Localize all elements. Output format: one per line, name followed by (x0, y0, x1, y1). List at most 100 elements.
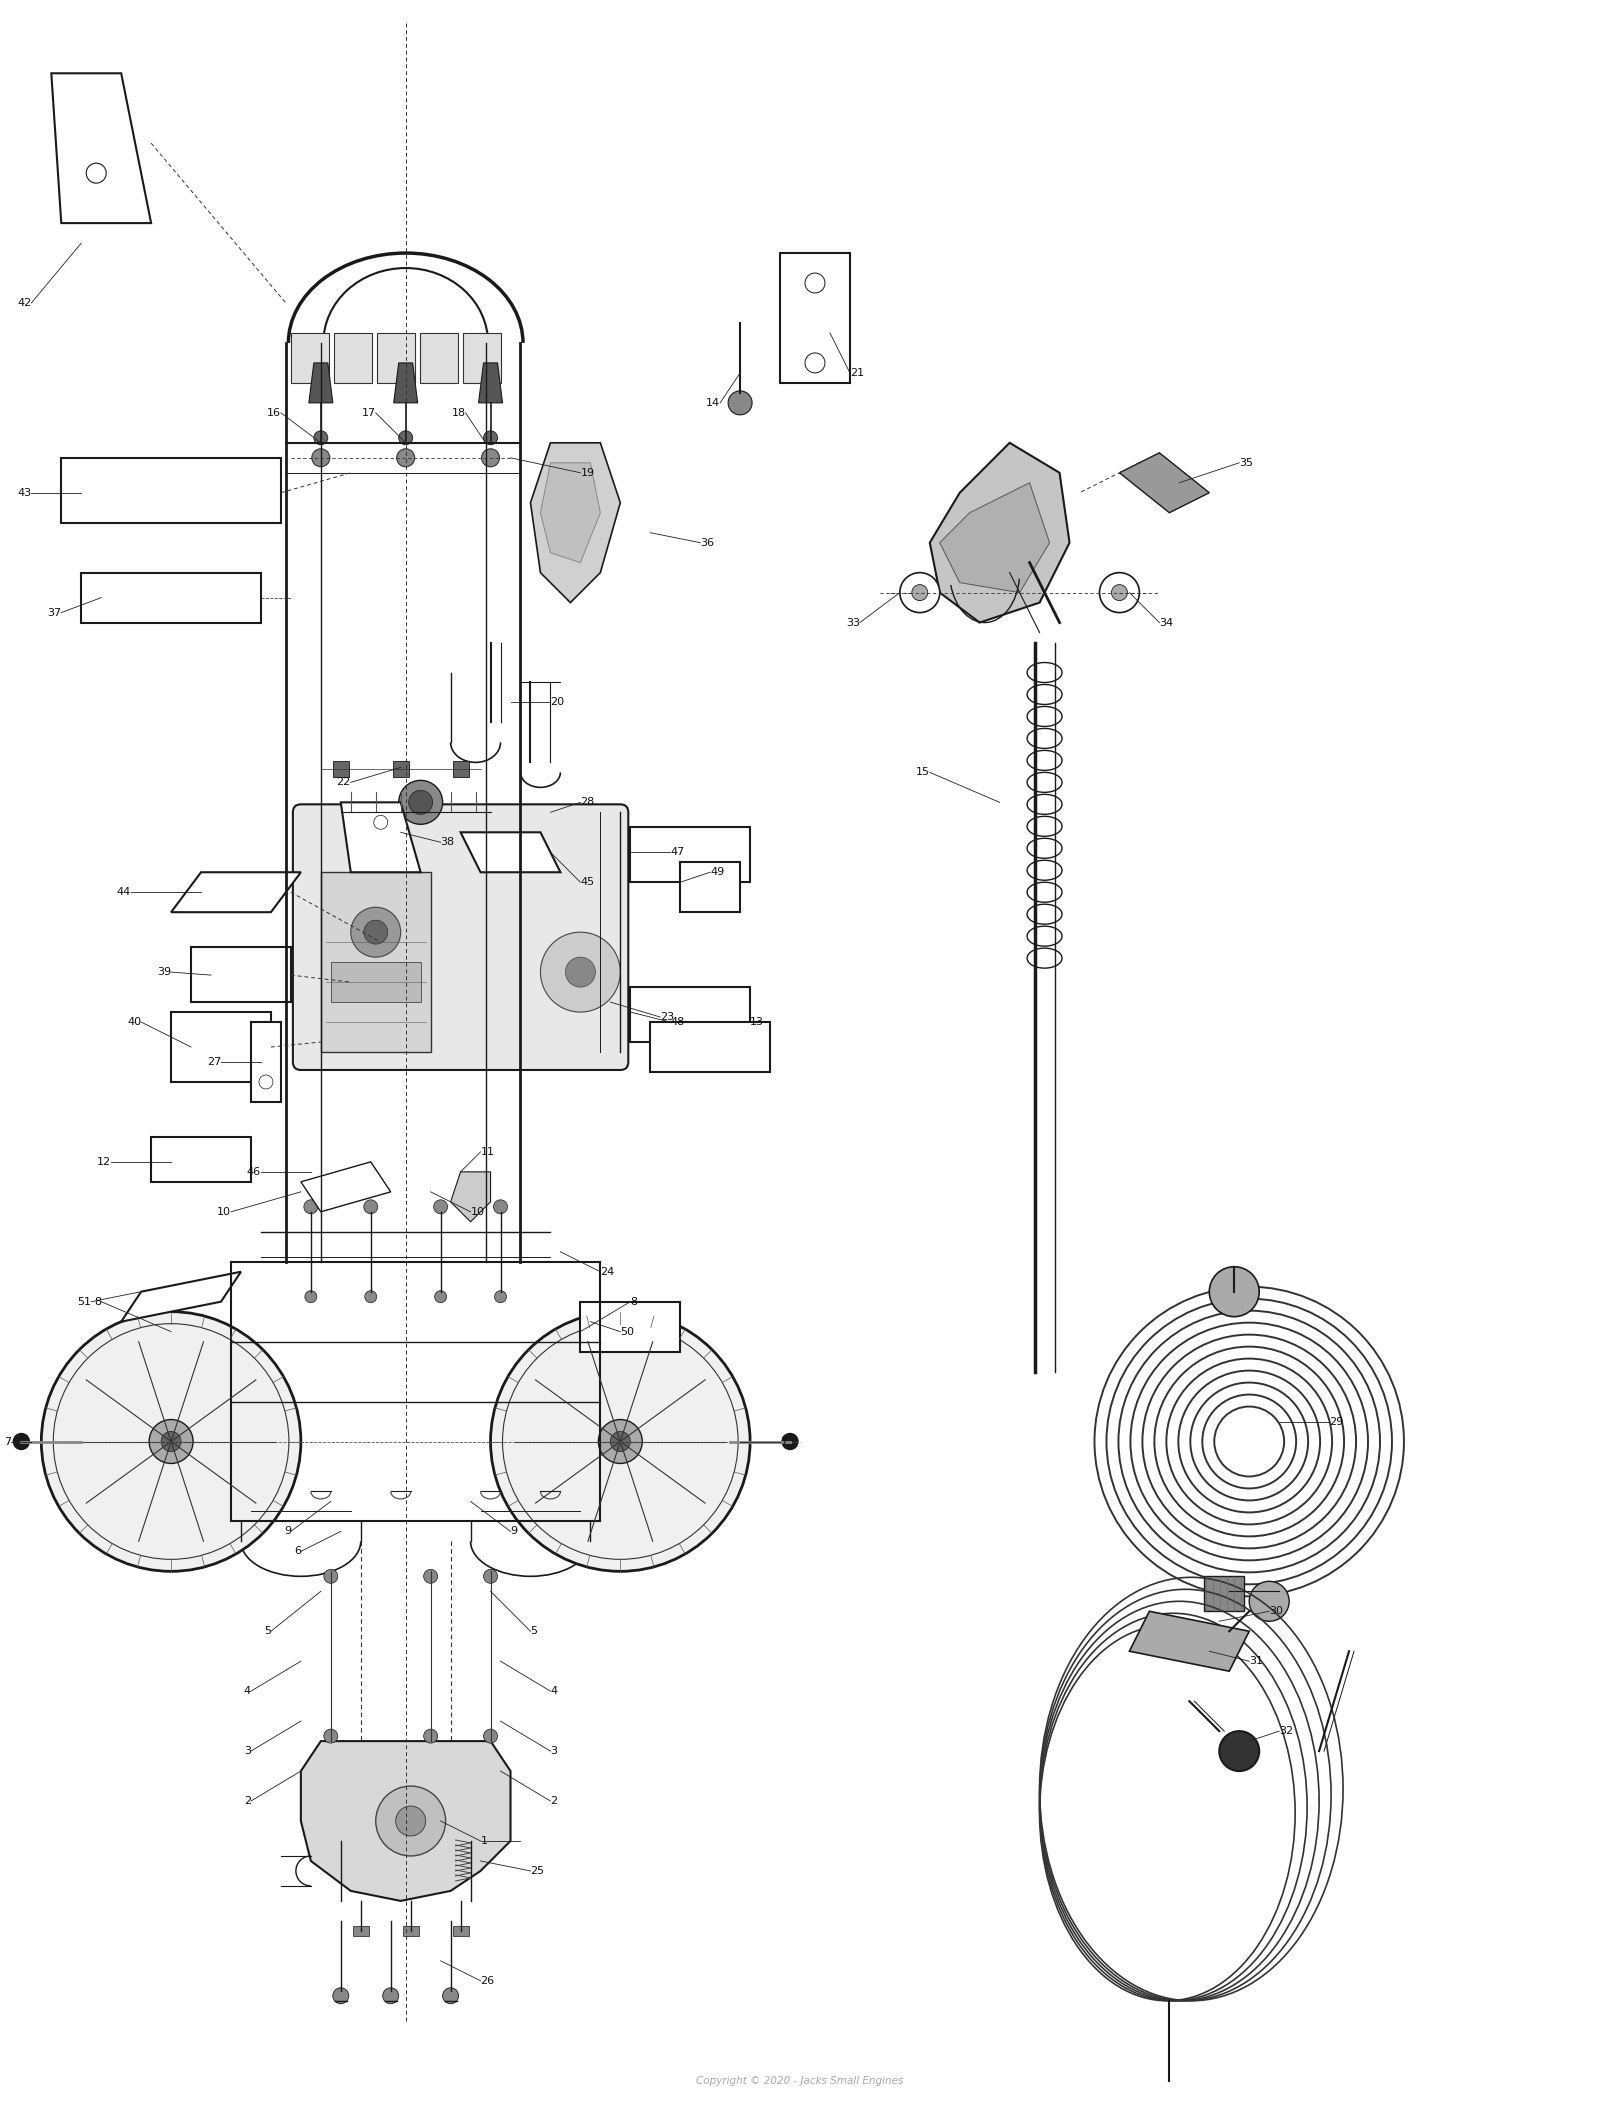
Circle shape (382, 1988, 398, 2003)
Text: 23: 23 (661, 1012, 674, 1023)
Text: 43: 43 (18, 488, 32, 499)
Text: 35: 35 (1240, 458, 1253, 467)
Circle shape (398, 781, 443, 823)
Text: 44: 44 (117, 887, 131, 898)
Circle shape (1210, 1267, 1259, 1316)
Circle shape (312, 448, 330, 467)
Circle shape (42, 1311, 301, 1570)
Text: 40: 40 (126, 1016, 141, 1027)
Text: 49: 49 (710, 868, 725, 876)
Text: 10: 10 (470, 1207, 485, 1216)
Text: 11: 11 (480, 1146, 494, 1156)
Circle shape (598, 1420, 642, 1464)
Polygon shape (171, 872, 301, 912)
Text: 30: 30 (1269, 1606, 1283, 1617)
Circle shape (333, 1988, 349, 2003)
Circle shape (13, 1434, 29, 1449)
Bar (352, 1927, 368, 1935)
Text: 24: 24 (600, 1267, 614, 1277)
Circle shape (541, 932, 621, 1012)
Text: 16: 16 (267, 407, 282, 418)
Text: 27: 27 (206, 1057, 221, 1067)
Circle shape (397, 448, 414, 467)
Polygon shape (1120, 452, 1210, 514)
Text: 33: 33 (846, 618, 859, 628)
Text: 17: 17 (362, 407, 376, 418)
Text: 9: 9 (283, 1526, 291, 1536)
Bar (680, 862, 741, 912)
Polygon shape (451, 1171, 491, 1222)
Circle shape (912, 586, 928, 601)
Bar (171, 1012, 270, 1082)
Circle shape (1219, 1732, 1259, 1772)
Text: 28: 28 (581, 798, 595, 806)
Polygon shape (1130, 1611, 1250, 1672)
Bar (781, 253, 850, 382)
Circle shape (162, 1432, 181, 1451)
Circle shape (323, 1729, 338, 1742)
Text: 9: 9 (510, 1526, 518, 1536)
Circle shape (1112, 586, 1128, 601)
Circle shape (398, 431, 413, 446)
Text: 8: 8 (630, 1297, 637, 1307)
Text: 19: 19 (581, 467, 595, 477)
Text: 8: 8 (94, 1297, 101, 1307)
Circle shape (782, 1434, 798, 1449)
Bar (376, 333, 414, 382)
Bar (630, 828, 750, 883)
Circle shape (494, 1290, 507, 1303)
Text: 32: 32 (1278, 1725, 1293, 1736)
Polygon shape (930, 443, 1069, 622)
Polygon shape (301, 1742, 510, 1901)
Text: 15: 15 (915, 768, 930, 777)
Circle shape (408, 789, 432, 815)
Circle shape (483, 1729, 498, 1742)
Circle shape (483, 1570, 498, 1583)
Polygon shape (461, 832, 560, 872)
Circle shape (443, 1988, 459, 2003)
Text: 47: 47 (670, 847, 685, 857)
Text: 45: 45 (581, 876, 595, 887)
Circle shape (728, 390, 752, 414)
Text: 29: 29 (1330, 1417, 1344, 1426)
Text: 2: 2 (243, 1795, 251, 1806)
Text: 20: 20 (550, 698, 565, 707)
Circle shape (363, 921, 387, 944)
Text: 31: 31 (1250, 1655, 1264, 1666)
Bar (453, 1927, 469, 1935)
Circle shape (565, 957, 595, 987)
Text: 7: 7 (5, 1437, 11, 1447)
Text: 4: 4 (243, 1687, 251, 1695)
Text: 2: 2 (550, 1795, 557, 1806)
Circle shape (424, 1570, 438, 1583)
Text: 18: 18 (451, 407, 466, 418)
Text: 3: 3 (243, 1746, 251, 1757)
Circle shape (491, 1311, 750, 1570)
Polygon shape (541, 463, 600, 562)
Bar (334, 333, 371, 382)
Text: 39: 39 (157, 968, 171, 976)
Bar (1205, 1577, 1245, 1611)
Bar (581, 1301, 680, 1352)
Text: 37: 37 (46, 607, 61, 618)
FancyBboxPatch shape (293, 804, 629, 1069)
Text: 5: 5 (264, 1625, 270, 1636)
Text: 46: 46 (246, 1167, 261, 1178)
Text: 51: 51 (77, 1297, 91, 1307)
Polygon shape (531, 443, 621, 603)
Polygon shape (478, 363, 502, 403)
Circle shape (304, 1199, 318, 1214)
Circle shape (363, 1199, 378, 1214)
Circle shape (306, 1290, 317, 1303)
Circle shape (493, 1199, 507, 1214)
Bar (291, 333, 330, 382)
Text: 25: 25 (531, 1865, 544, 1876)
Text: 4: 4 (550, 1687, 557, 1695)
Polygon shape (122, 1271, 242, 1322)
Text: 21: 21 (850, 367, 864, 378)
Text: 42: 42 (18, 297, 32, 308)
Bar (333, 762, 349, 777)
Polygon shape (51, 74, 150, 223)
Circle shape (899, 573, 939, 613)
Text: 14: 14 (706, 397, 720, 407)
